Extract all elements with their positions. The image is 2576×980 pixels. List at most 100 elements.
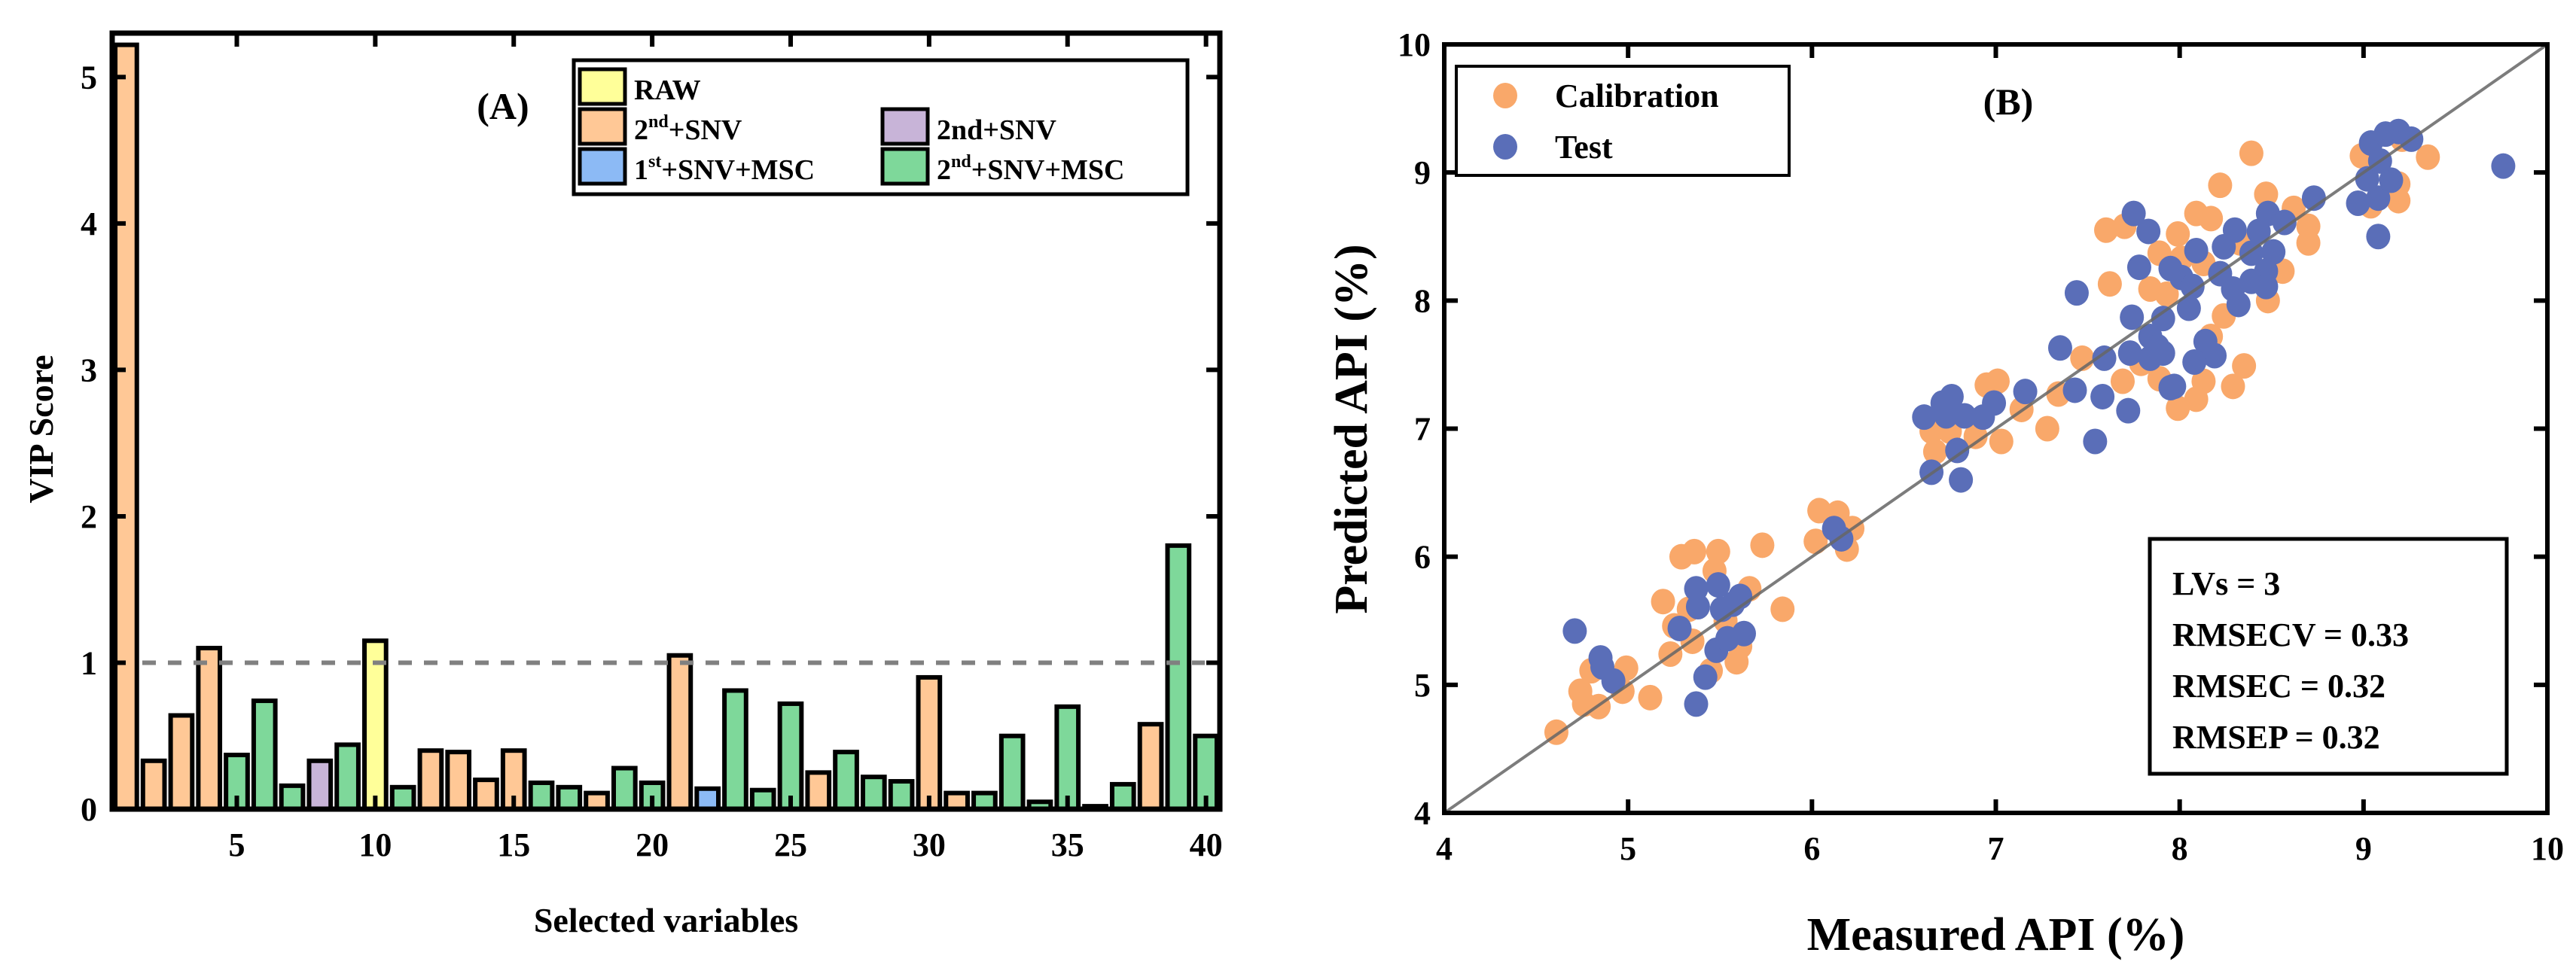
legend-swatch-raw [578, 67, 627, 106]
legend-swatch-d2snv_b [880, 107, 930, 146]
legend-label-main: 2nd+SNV [937, 114, 1056, 146]
point-calibration [1989, 428, 2014, 455]
x-tick-label: 5 [1620, 830, 1636, 867]
bar-8 [306, 758, 334, 811]
point-test [2083, 428, 2108, 455]
y-tick-label: 3 [81, 352, 97, 388]
bar-14 [473, 778, 499, 812]
point-test [2182, 349, 2207, 376]
bar-16 [528, 780, 555, 811]
x-tick-label: 7 [1988, 830, 2004, 867]
y-axis-title: VIP Score [22, 355, 60, 503]
x-tick-label: 30 [913, 826, 946, 863]
legend-label-test: Test [1555, 129, 1613, 166]
bar-19 [611, 765, 638, 812]
y-tick-label: 4 [81, 205, 97, 242]
x-tick-label: 40 [1190, 826, 1223, 863]
point-test [2092, 345, 2117, 371]
point-test [2047, 335, 2072, 361]
bar-1 [113, 42, 139, 812]
bar-6 [251, 698, 278, 812]
point-calibration [1803, 528, 1828, 555]
point-test [2136, 218, 2161, 245]
y-axis-title: Predicted API (%) [1326, 244, 1377, 613]
legend-label-d2snv: 2nd+SNV [634, 112, 742, 146]
x-tick-label: 25 [774, 826, 807, 863]
point-test [2120, 304, 2145, 330]
identity-line [1443, 43, 2549, 814]
point-test [2203, 342, 2227, 369]
legend-label-rest: +SNV [669, 114, 742, 146]
legend: Calibration Test [1455, 65, 1791, 177]
point-calibration [2254, 181, 2279, 208]
bar-27 [833, 750, 859, 812]
legend-label-raw: RAW [634, 75, 701, 106]
point-calibration [2208, 172, 2233, 199]
bar-7 [279, 783, 306, 812]
bar-33 [998, 733, 1026, 811]
point-test [2162, 373, 2187, 400]
point-test [2346, 190, 2370, 217]
legend-marker-test [1493, 134, 1517, 160]
point-test [1982, 390, 2007, 416]
point-test [2366, 185, 2391, 212]
y-tick-label: 1 [81, 644, 97, 681]
legend-swatch-d2snvmsc [880, 147, 930, 186]
point-test [2261, 239, 2286, 265]
point-calibration [2199, 205, 2224, 232]
point-calibration [2110, 368, 2135, 394]
point-test [2176, 295, 2201, 321]
point-calibration [2221, 373, 2245, 400]
point-calibration [2166, 221, 2190, 247]
x-axis-title: Selected variables [534, 901, 798, 939]
bar-13 [445, 750, 472, 812]
point-calibration [2097, 271, 2122, 297]
bar-17 [556, 784, 583, 812]
y-tick-label: 2 [81, 498, 97, 535]
x-tick-label: 15 [497, 826, 530, 863]
legend-label-rest: +SNV+MSC [661, 154, 815, 186]
bar-37 [1109, 781, 1136, 811]
point-test [1912, 404, 1937, 431]
point-calibration [2035, 415, 2059, 442]
point-calibration [1638, 684, 1663, 711]
panel-label: (B) [1983, 81, 2034, 123]
point-calibration [2239, 140, 2264, 166]
point-calibration [1770, 596, 1795, 622]
point-calibration [2094, 217, 2118, 243]
bar-23 [722, 688, 748, 811]
plot-frame [109, 30, 1223, 812]
stats-box: LVs = 3 RMSECV = 0.33 RMSEC = 0.32 RMSEP = … [2148, 537, 2509, 776]
point-test [2117, 340, 2142, 367]
point-calibration [1985, 368, 2010, 394]
x-tick-label: 10 [358, 826, 392, 863]
stats-line: RMSEC = 0.32 [2172, 668, 2385, 705]
bar-28 [860, 775, 887, 811]
legend-label-d2snv_b: 2nd+SNV [937, 114, 1056, 146]
point-calibration [2416, 144, 2440, 170]
point-calibration [1922, 439, 1947, 465]
legend-swatch-d2snv [578, 107, 627, 146]
bar-3 [168, 713, 195, 812]
point-calibration [1706, 538, 1730, 565]
prediction-scatter-chart: 4 5 6 7 8 9 10 4 5 6 7 8 9 10 Measured API (%) Predicte… [1326, 26, 2564, 960]
x-tick-label: 9 [2355, 830, 2372, 867]
point-test [1706, 572, 1730, 598]
point-test [2254, 273, 2279, 300]
point-test [2151, 306, 2175, 332]
legend-label-sup: nd [648, 112, 669, 132]
bar-29 [888, 779, 915, 812]
point-test [1684, 691, 1709, 717]
point-calibration [2154, 281, 2179, 307]
stats-frame [2148, 537, 2509, 776]
x-tick-label: 20 [636, 826, 669, 863]
y-tick-label: 4 [1414, 795, 1431, 832]
point-calibration [1963, 423, 1988, 449]
bar-25 [777, 701, 804, 812]
legend-label-calibration: Calibration [1555, 78, 1719, 114]
x-tick-label: 6 [1803, 830, 1820, 867]
y-tick-label: 8 [1414, 282, 1431, 319]
bar-35 [1054, 704, 1081, 812]
point-test [1601, 668, 1626, 694]
